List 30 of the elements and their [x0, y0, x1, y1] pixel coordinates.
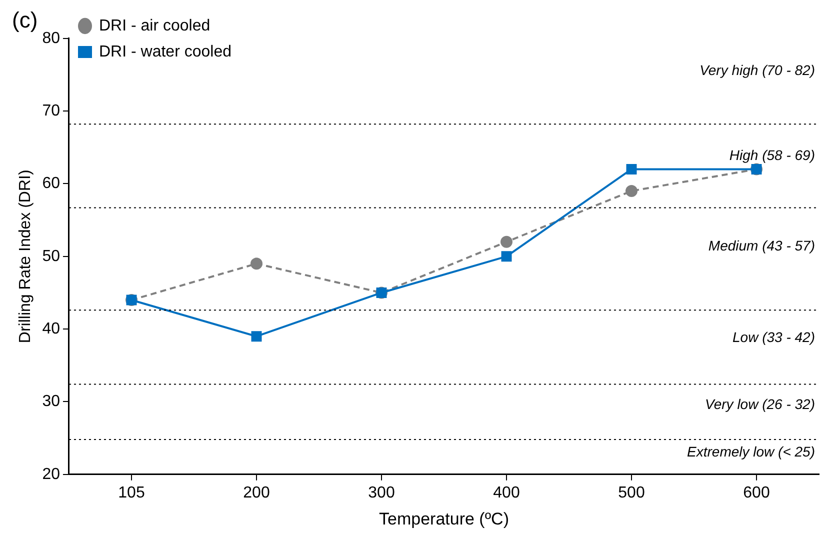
annotation: Very low (26 - 32) — [705, 396, 815, 412]
annotation: Very high (70 - 82) — [700, 62, 815, 78]
point — [501, 251, 512, 262]
y-tick-label: 40 — [42, 320, 60, 338]
annotation: Extremely low (< 25) — [687, 444, 815, 460]
y-tick-label: 50 — [42, 248, 60, 265]
x-tick-label: 500 — [618, 484, 645, 502]
y-tick-label: 70 — [42, 102, 60, 120]
point — [626, 164, 637, 174]
annotation: Medium (43 - 57) — [708, 238, 815, 254]
y-tick-label: 30 — [42, 393, 60, 410]
y-tick-label: 80 — [42, 30, 60, 47]
y-tick-label: 20 — [42, 466, 60, 483]
x-tick-label: 200 — [243, 484, 270, 502]
annotation: High (58 - 69) — [729, 146, 815, 163]
x-axis-title: Temperature (ºC) — [379, 509, 509, 528]
x-tick-label: 105 — [118, 484, 145, 502]
annotation: Low (33 - 42) — [732, 329, 815, 346]
x-tick-label: 300 — [368, 484, 395, 502]
point — [250, 258, 262, 270]
point — [251, 331, 262, 342]
legend-label: DRI - water cooled — [98, 43, 232, 60]
point — [626, 185, 638, 197]
chart-title: (c) — [12, 7, 38, 32]
y-tick-label: 60 — [42, 175, 60, 192]
point — [500, 236, 512, 248]
x-tick-label: 400 — [493, 484, 520, 502]
y-axis-title: Drilling Rate Index (DRI) — [17, 170, 34, 344]
x-tick-label: 600 — [743, 484, 770, 502]
legend-label: DRI - air cooled — [98, 17, 210, 34]
